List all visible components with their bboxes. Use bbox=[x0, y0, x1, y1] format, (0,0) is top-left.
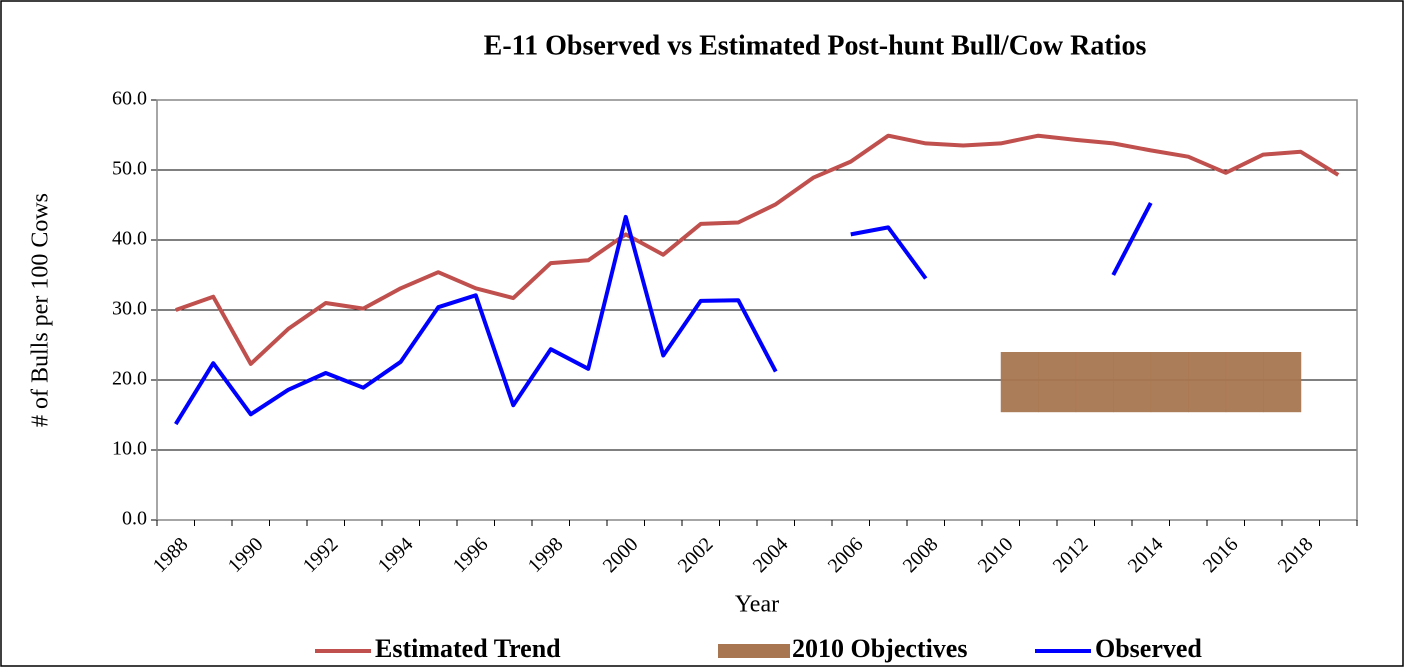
legend-label: Estimated Trend bbox=[375, 634, 561, 663]
objective-band bbox=[1000, 352, 1039, 413]
y-tick-label: 60.0 bbox=[112, 88, 147, 110]
legend-swatch bbox=[718, 644, 790, 658]
line-2 bbox=[174, 214, 778, 426]
y-tick-label: 20.0 bbox=[112, 368, 147, 390]
objective-band bbox=[1150, 352, 1189, 413]
y-tick-label: 10.0 bbox=[112, 438, 147, 460]
chart-title: E-11 Observed vs Estimated Post-hunt Bul… bbox=[484, 30, 1147, 61]
x-axis-title: Year bbox=[735, 592, 779, 618]
legend-label: Observed bbox=[1095, 634, 1202, 663]
y-tick-label: 0.0 bbox=[122, 508, 147, 530]
y-tick-label: 30.0 bbox=[112, 298, 147, 320]
line-2 bbox=[850, 225, 928, 280]
objective-band bbox=[1263, 352, 1302, 413]
objective-band bbox=[1188, 352, 1227, 413]
line-0 bbox=[175, 133, 1340, 366]
objective-band bbox=[1225, 352, 1264, 413]
y-tick-label: 40.0 bbox=[112, 228, 147, 250]
legend-label: 2010 Objectives bbox=[792, 634, 967, 663]
y-tick-label: 50.0 bbox=[112, 158, 147, 180]
line-2 bbox=[1111, 201, 1153, 276]
objective-band bbox=[1075, 352, 1114, 413]
objective-band bbox=[1038, 352, 1077, 413]
y-axis-title: # of Bulls per 100 Cows bbox=[28, 193, 54, 427]
objective-band bbox=[1113, 352, 1152, 413]
